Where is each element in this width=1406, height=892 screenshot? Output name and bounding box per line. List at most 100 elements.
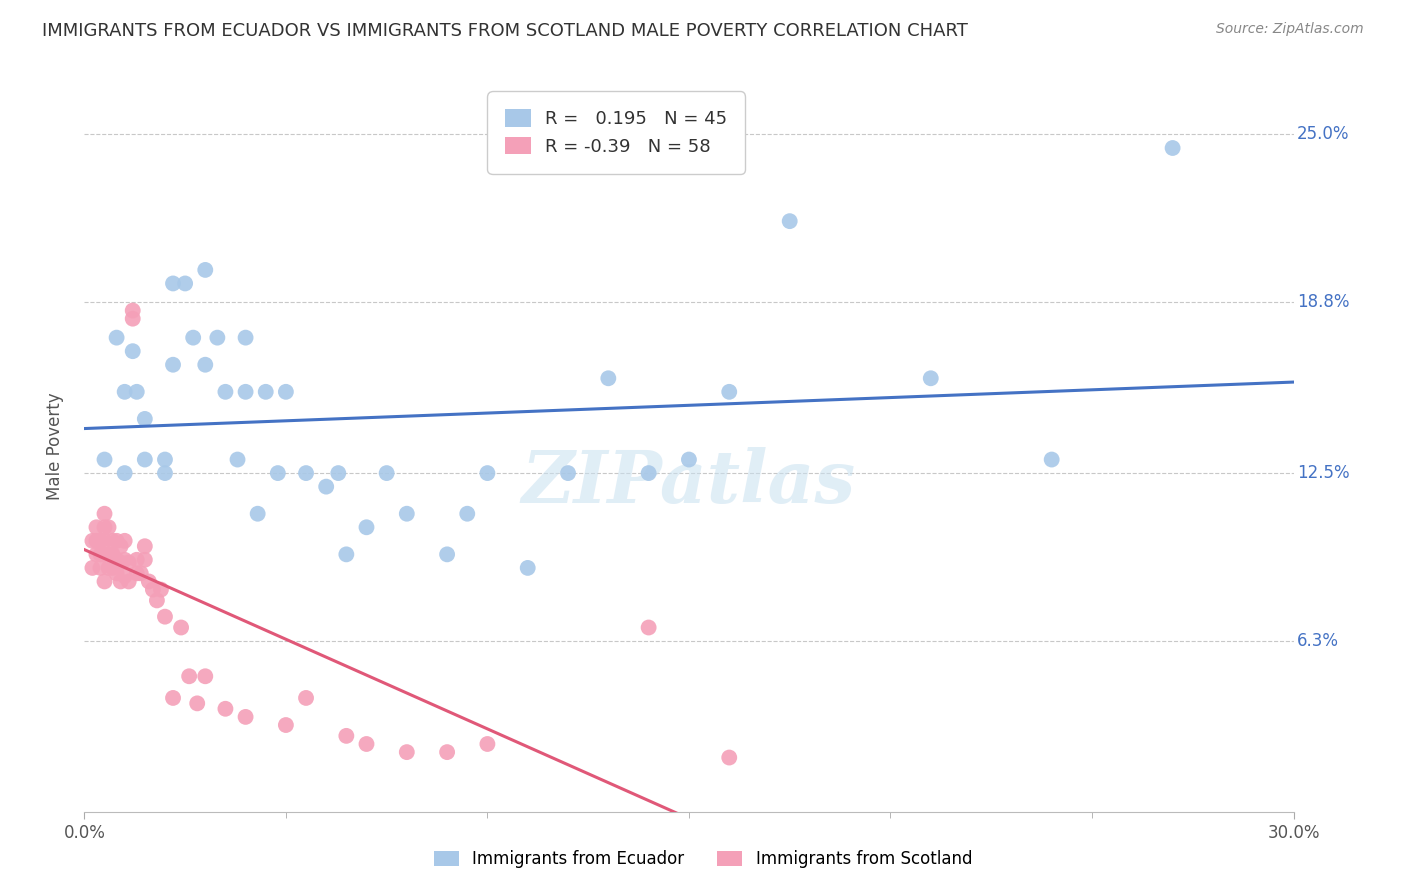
Point <box>86 547 108 561</box>
Point <box>179 669 201 683</box>
Point <box>134 539 156 553</box>
Point <box>114 569 136 583</box>
Point <box>105 566 128 581</box>
Point <box>153 452 176 467</box>
Point <box>105 331 128 345</box>
Legend: Immigrants from Ecuador, Immigrants from Scotland: Immigrants from Ecuador, Immigrants from… <box>427 844 979 875</box>
Point <box>134 553 156 567</box>
Point <box>718 384 741 399</box>
Point <box>153 466 176 480</box>
Point <box>114 533 136 548</box>
Point <box>97 520 120 534</box>
Point <box>93 574 115 589</box>
Point <box>254 384 277 399</box>
Point <box>274 384 297 399</box>
Text: ZIPatlas: ZIPatlas <box>522 447 856 518</box>
Text: 12.5%: 12.5% <box>1298 464 1350 482</box>
Point <box>295 466 318 480</box>
Point <box>86 520 108 534</box>
Point <box>93 520 115 534</box>
Point <box>101 533 124 548</box>
Point <box>637 466 659 480</box>
Point <box>335 729 357 743</box>
Point <box>142 582 165 597</box>
Point <box>477 466 499 480</box>
Point <box>146 593 169 607</box>
Point <box>436 745 458 759</box>
Point <box>235 710 257 724</box>
Text: 6.3%: 6.3% <box>1298 632 1339 650</box>
Point <box>637 620 659 634</box>
Point <box>93 507 115 521</box>
Point <box>153 609 176 624</box>
Point <box>93 452 115 467</box>
Point <box>235 331 257 345</box>
Point <box>110 574 132 589</box>
Point <box>138 574 160 589</box>
Point <box>598 371 620 385</box>
Y-axis label: Male Poverty: Male Poverty <box>45 392 63 500</box>
Point <box>274 718 297 732</box>
Point <box>356 520 378 534</box>
Point <box>162 358 184 372</box>
Point <box>194 358 217 372</box>
Point <box>118 556 141 570</box>
Point <box>779 214 801 228</box>
Point <box>477 737 499 751</box>
Point <box>226 452 249 467</box>
Point <box>114 553 136 567</box>
Point <box>134 452 156 467</box>
Point <box>557 466 579 480</box>
Text: IMMIGRANTS FROM ECUADOR VS IMMIGRANTS FROM SCOTLAND MALE POVERTY CORRELATION CHA: IMMIGRANTS FROM ECUADOR VS IMMIGRANTS FR… <box>42 22 969 40</box>
Point <box>121 311 143 326</box>
Point <box>97 561 120 575</box>
Point <box>97 547 120 561</box>
Point <box>118 574 141 589</box>
Point <box>125 566 148 581</box>
Point <box>235 384 257 399</box>
Point <box>920 371 942 385</box>
Legend: R =   0.195   N = 45, R = -0.39   N = 58: R = 0.195 N = 45, R = -0.39 N = 58 <box>494 96 740 169</box>
Point <box>82 561 104 575</box>
Point <box>1040 452 1063 467</box>
Point <box>105 533 128 548</box>
Text: 18.8%: 18.8% <box>1298 293 1350 311</box>
Point <box>174 277 197 291</box>
Point <box>101 547 124 561</box>
Point <box>101 561 124 575</box>
Point <box>162 690 184 705</box>
Point <box>395 745 418 759</box>
Point <box>678 452 700 467</box>
Text: 25.0%: 25.0% <box>1298 126 1350 144</box>
Point <box>186 697 208 711</box>
Point <box>125 553 148 567</box>
Point <box>149 582 172 597</box>
Point <box>170 620 193 634</box>
Point <box>328 466 350 480</box>
Point <box>1161 141 1184 155</box>
Point <box>110 556 132 570</box>
Point <box>315 480 337 494</box>
Point <box>718 750 741 764</box>
Point <box>121 344 143 359</box>
Point <box>129 566 152 581</box>
Point <box>125 384 148 399</box>
Point <box>162 277 184 291</box>
Point <box>456 507 478 521</box>
Point <box>110 539 132 553</box>
Point <box>181 331 204 345</box>
Point <box>395 507 418 521</box>
Point <box>375 466 398 480</box>
Point <box>89 533 111 548</box>
Point <box>246 507 269 521</box>
Text: Source: ZipAtlas.com: Source: ZipAtlas.com <box>1216 22 1364 37</box>
Point <box>267 466 290 480</box>
Point <box>134 412 156 426</box>
Point <box>214 384 236 399</box>
Point <box>93 533 115 548</box>
Point <box>121 303 143 318</box>
Point <box>194 669 217 683</box>
Point <box>335 547 357 561</box>
Point <box>295 690 318 705</box>
Point <box>82 533 104 548</box>
